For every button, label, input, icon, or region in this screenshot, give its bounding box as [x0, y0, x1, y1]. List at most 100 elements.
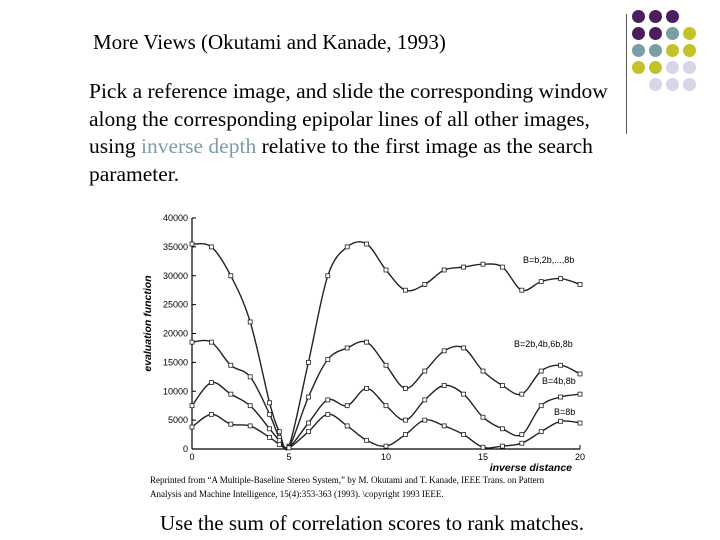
decor-dot — [632, 44, 645, 57]
data-point — [364, 437, 370, 443]
data-point — [480, 444, 486, 450]
data-point — [441, 383, 447, 388]
data-point — [344, 345, 350, 351]
data-point — [461, 345, 467, 351]
data-point — [247, 423, 253, 429]
y-tick-label: 25000 — [163, 300, 188, 310]
data-point — [402, 385, 408, 391]
data-point — [364, 339, 370, 345]
series-label: B=2b,4b,6b,8b — [514, 339, 573, 349]
data-point — [344, 423, 350, 429]
x-tick-label: 15 — [478, 452, 488, 462]
decor-dot — [632, 10, 645, 23]
data-point — [189, 241, 195, 247]
series-line — [191, 241, 581, 451]
decor-divider — [626, 14, 627, 134]
decor-dot — [666, 44, 679, 57]
data-point — [402, 432, 408, 437]
decor-dot — [666, 10, 679, 23]
data-point — [305, 394, 311, 400]
data-point — [276, 441, 282, 447]
data-point — [267, 411, 273, 417]
data-point — [189, 339, 195, 345]
decor-dot — [649, 27, 662, 40]
data-point — [364, 385, 370, 391]
data-point — [577, 391, 583, 397]
y-tick-label: 20000 — [163, 329, 188, 339]
data-point — [383, 362, 389, 368]
data-point — [461, 432, 467, 437]
data-point — [209, 339, 214, 345]
data-point — [422, 397, 428, 403]
data-point — [558, 276, 564, 282]
data-point — [209, 411, 214, 417]
y-tick-label: 15000 — [163, 357, 188, 367]
body-paragraph: Pick a reference image, and slide the co… — [89, 78, 609, 188]
data-point — [499, 264, 505, 270]
data-point — [228, 362, 234, 368]
data-point — [402, 287, 408, 293]
x-axis-label: inverse distance — [490, 462, 572, 473]
data-point — [519, 440, 525, 446]
data-point — [480, 414, 486, 420]
data-point — [461, 264, 467, 270]
data-point — [344, 403, 350, 409]
data-point — [422, 368, 428, 374]
data-point — [228, 421, 234, 427]
data-point — [247, 319, 253, 325]
data-point — [538, 429, 544, 435]
data-point — [499, 443, 505, 449]
data-point — [519, 287, 525, 293]
data-point — [441, 423, 447, 429]
decor-dot — [666, 78, 679, 91]
series-line — [191, 381, 581, 449]
slide-title: More Views (Okutami and Kanade, 1993) — [93, 30, 446, 54]
series-label: B=8b — [554, 407, 575, 417]
caption-line-2: Analysis and Machine Intelligence, 15(4)… — [150, 489, 444, 499]
y-tick-label: 35000 — [163, 242, 188, 252]
decor-dot — [683, 27, 696, 40]
data-point — [441, 267, 447, 273]
body-text-end: relative to the first image as the searc… — [89, 134, 593, 186]
data-point — [422, 282, 428, 287]
data-point — [480, 261, 486, 267]
data-point — [286, 445, 292, 451]
x-tick-label: 20 — [575, 452, 585, 462]
body-text-start: Pick a reference image, and slide the co… — [89, 79, 608, 158]
data-point — [519, 432, 525, 437]
caption-line-1: Reprinted from “A Multiple-Baseline Ster… — [150, 475, 545, 485]
data-point — [383, 267, 389, 273]
data-point — [276, 437, 282, 443]
data-point — [228, 273, 234, 279]
data-point — [247, 403, 253, 409]
y-tick-label: 40000 — [163, 213, 188, 223]
data-point — [209, 244, 214, 250]
data-point — [499, 383, 505, 388]
decor-dot — [649, 10, 662, 23]
data-point — [189, 424, 195, 430]
series-label: B=4b,8b — [542, 376, 576, 386]
decor-dot — [632, 27, 645, 40]
evaluation-chart: 0 5000 10000 15000 20000 25000 30000 35000 40000… — [142, 213, 585, 473]
data-point — [441, 348, 447, 354]
data-point — [209, 380, 214, 385]
data-point — [247, 374, 253, 380]
decor-dot — [649, 78, 662, 91]
y-tick-label: 30000 — [163, 271, 188, 281]
series-label: B=b,2b,...,8b — [523, 255, 574, 265]
decor-dot — [683, 61, 696, 74]
data-point — [305, 420, 311, 426]
data-point — [558, 394, 564, 400]
data-point — [577, 371, 583, 377]
decor-dot — [683, 78, 696, 91]
data-point — [538, 368, 544, 374]
data-point — [538, 403, 544, 409]
data-point — [189, 403, 195, 409]
y-tick-label: 0 — [183, 444, 188, 454]
data-point — [325, 397, 331, 403]
decor-dot — [632, 61, 645, 74]
y-tick-label: 5000 — [168, 415, 188, 425]
data-point — [402, 417, 408, 423]
data-point — [267, 400, 273, 406]
data-point — [364, 241, 370, 247]
